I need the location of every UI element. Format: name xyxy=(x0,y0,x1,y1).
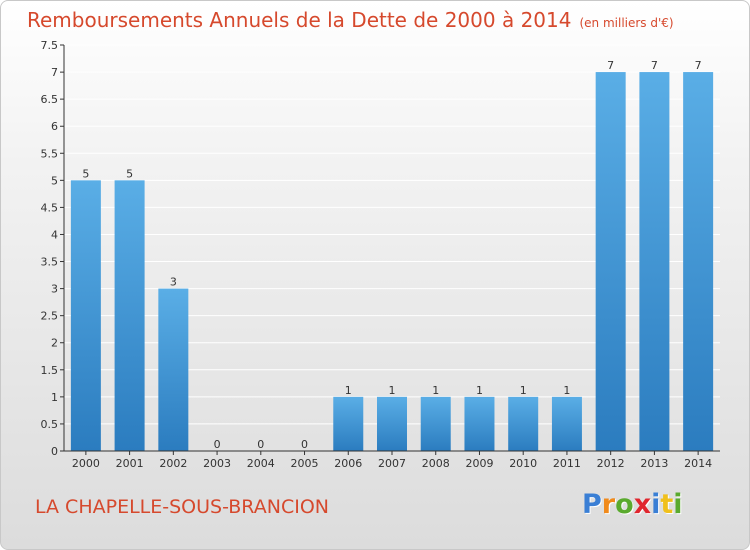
data-label: 1 xyxy=(345,384,352,397)
data-label: 1 xyxy=(476,384,483,397)
logo-letter: i xyxy=(651,489,661,520)
proxiti-logo: Proxiti xyxy=(582,489,683,520)
bar xyxy=(333,396,364,451)
logo-letter: P xyxy=(582,489,602,520)
x-tick-label: 2009 xyxy=(465,457,493,470)
bar xyxy=(114,180,145,452)
y-tick-label: 4.5 xyxy=(41,201,59,214)
x-tick-label: 2010 xyxy=(509,457,537,470)
bar xyxy=(639,72,670,452)
x-tick-label: 2006 xyxy=(334,457,362,470)
data-label: 7 xyxy=(695,59,702,72)
y-tick-label: 2 xyxy=(51,337,58,350)
bar xyxy=(377,396,407,451)
data-label: 0 xyxy=(301,438,308,451)
chart-title: Remboursements Annuels de la Dette de 20… xyxy=(27,8,674,32)
y-tick-label: 7.5 xyxy=(41,39,59,52)
y-tick-label: 6.5 xyxy=(41,93,59,106)
x-tick-label: 2001 xyxy=(116,457,144,470)
bar xyxy=(464,396,495,451)
y-tick-label: 6 xyxy=(51,120,58,133)
data-label: 3 xyxy=(170,276,177,289)
x-tick-label: 2011 xyxy=(553,457,581,470)
logo-letter: o xyxy=(615,489,634,520)
logo-letter: t xyxy=(660,489,674,520)
x-tick-label: 2005 xyxy=(291,457,319,470)
data-label: 1 xyxy=(389,384,396,397)
logo-letter: i xyxy=(673,489,683,520)
y-tick-label: 1.5 xyxy=(41,364,59,377)
y-tick-label: 2.5 xyxy=(41,310,59,323)
bar xyxy=(508,396,539,451)
title-unit-note: (en milliers d'€) xyxy=(579,16,674,30)
x-tick-label: 2002 xyxy=(159,457,187,470)
bar xyxy=(70,180,101,452)
y-tick-label: 3 xyxy=(51,283,58,296)
x-tick-label: 2000 xyxy=(72,457,100,470)
data-labels: 5 5 3 0 0 0 1 1 1 1 1 1 7 7 7 xyxy=(82,59,701,451)
data-label: 1 xyxy=(432,384,439,397)
data-label: 1 xyxy=(520,384,527,397)
y-tick-label: 7 xyxy=(51,66,58,79)
y-tick-label: 0 xyxy=(51,445,58,458)
data-label: 7 xyxy=(607,59,614,72)
bars xyxy=(70,72,714,452)
axes: 0 0.5 1 1.5 2 2.5 3 3.5 4 4.5 5 5.5 6 6.5 7 7.5 2000 2001… xyxy=(41,39,720,470)
y-tick-label: 0.5 xyxy=(41,418,59,431)
x-tick-label: 2012 xyxy=(597,457,625,470)
y-tick-label: 1 xyxy=(51,391,58,404)
data-label: 0 xyxy=(257,438,264,451)
logo-letter: x xyxy=(633,489,652,520)
x-tick-label: 2008 xyxy=(422,457,450,470)
commune-name: LA CHAPELLE-SOUS-BRANCION xyxy=(35,496,329,518)
x-tick-label: 2014 xyxy=(684,457,712,470)
bar xyxy=(158,288,189,451)
bar xyxy=(683,72,714,452)
y-tick-label: 4 xyxy=(51,228,58,241)
title-main: Remboursements Annuels de la Dette de 20… xyxy=(27,8,572,32)
y-tick-label: 5.5 xyxy=(41,147,59,160)
x-tick-label: 2007 xyxy=(378,457,406,470)
logo-letter: r xyxy=(601,489,616,520)
data-label: 5 xyxy=(126,167,133,180)
data-label: 7 xyxy=(651,59,658,72)
data-label: 5 xyxy=(82,167,89,180)
x-tick-label: 2004 xyxy=(247,457,275,470)
data-label: 1 xyxy=(563,384,570,397)
bar xyxy=(420,396,451,451)
bar xyxy=(595,72,626,452)
y-tick-label: 3.5 xyxy=(41,256,59,269)
bar xyxy=(551,396,582,451)
x-tick-label: 2003 xyxy=(203,457,231,470)
data-label: 0 xyxy=(214,438,221,451)
y-tick-label: 5 xyxy=(51,174,58,187)
x-tick-label: 2013 xyxy=(640,457,668,470)
